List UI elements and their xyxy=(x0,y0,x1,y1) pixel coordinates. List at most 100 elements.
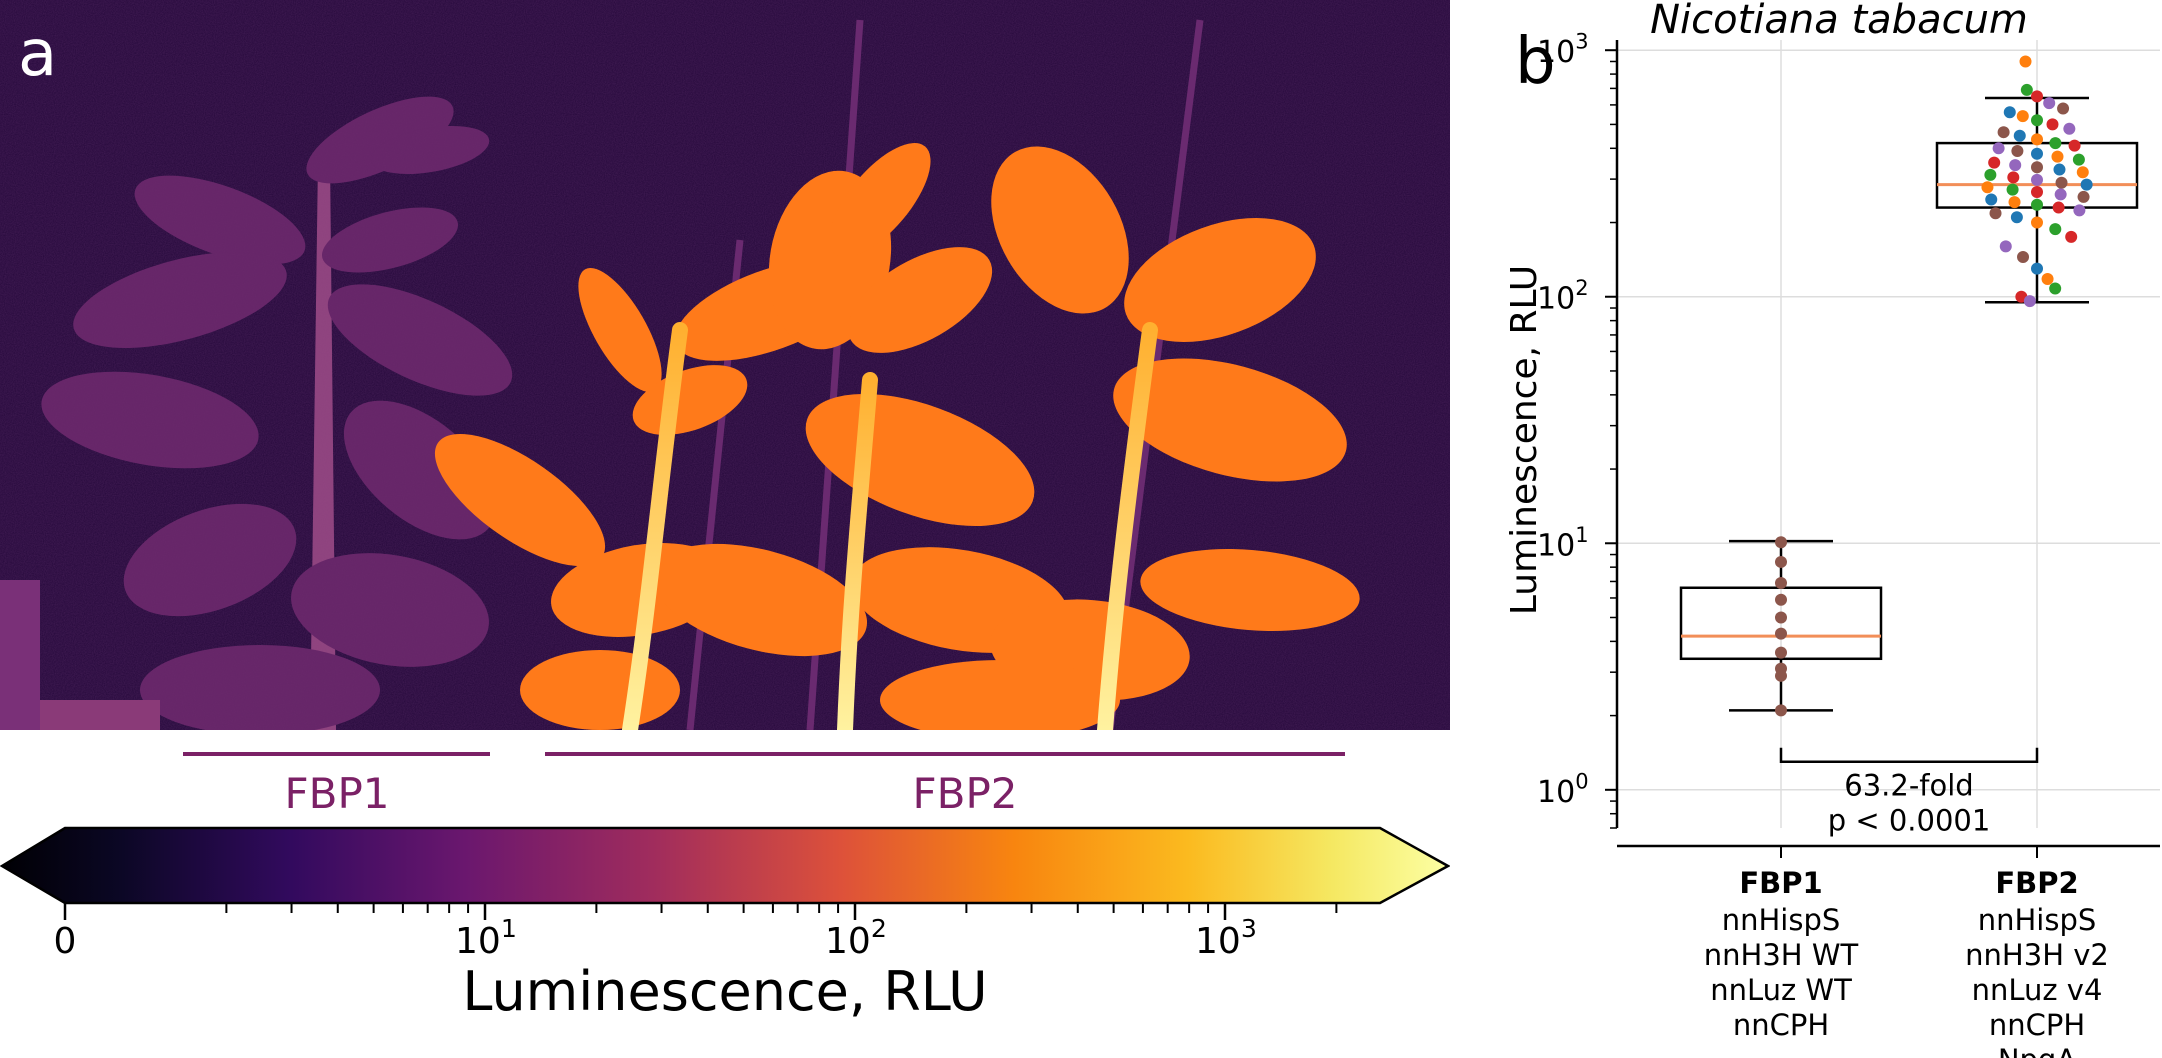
data-point xyxy=(1992,142,2005,155)
data-point xyxy=(2065,230,2078,243)
data-point xyxy=(2076,166,2089,179)
data-point xyxy=(1775,577,1787,590)
data-point xyxy=(2080,178,2093,191)
data-point xyxy=(2052,201,2065,214)
data-point xyxy=(2023,295,2036,308)
y-tick-label: 102 xyxy=(1537,276,1589,317)
construct-label: nnLuz v4 xyxy=(1972,973,2103,1007)
data-point xyxy=(2031,161,2043,174)
data-point xyxy=(2010,211,2023,224)
data-point xyxy=(2019,55,2032,68)
boxplot-chart: Nicotiana tabacum Luminescence, RLU 100 1… xyxy=(1504,0,2160,1058)
construct-label: NpgA xyxy=(1998,1043,2077,1058)
data-point xyxy=(2031,90,2043,103)
construct-label: nnHispS xyxy=(1722,903,1841,937)
data-point xyxy=(1985,193,1998,206)
colorbar-ticks: 0 101 102 103 xyxy=(54,903,1338,962)
colorbar xyxy=(0,826,1450,905)
data-point xyxy=(2008,196,2021,209)
data-point xyxy=(2017,250,2030,263)
data-point xyxy=(1775,555,1787,568)
data-point xyxy=(1997,126,2010,139)
significance-bracket xyxy=(1779,747,2039,763)
construct-label: nnLuz WT xyxy=(1710,973,1852,1007)
data-point xyxy=(2049,282,2062,295)
data-point xyxy=(2049,223,2062,236)
data-point xyxy=(2041,273,2054,286)
y-tick-label: 103 xyxy=(1537,30,1589,71)
data-point xyxy=(2077,190,2090,203)
fold-change-annotation: 63.2-fold xyxy=(1844,769,1973,803)
construct-label: nnCPH xyxy=(1733,1008,1829,1042)
data-point xyxy=(1775,627,1787,640)
colorbar-tick-label: 101 xyxy=(455,914,517,962)
construct-label: nnH3H v2 xyxy=(1965,938,2109,972)
colorbar-tick-label: 0 xyxy=(54,921,77,962)
data-point xyxy=(2007,171,2020,184)
construct-label: nnCPH xyxy=(1989,1008,2085,1042)
data-point xyxy=(2063,122,2076,135)
data-point xyxy=(1775,611,1787,624)
panel-a: a FBP1 FBP2 xyxy=(0,0,1450,1023)
y-tick-label: 101 xyxy=(1537,523,1589,564)
data-point xyxy=(1775,669,1787,682)
fbp1-group-label: FBP1 xyxy=(284,769,389,818)
data-point xyxy=(1981,181,1994,194)
data-point xyxy=(2031,133,2043,146)
data-point xyxy=(2031,185,2043,198)
data-point xyxy=(1775,646,1787,659)
data-point xyxy=(2031,216,2043,229)
data-point xyxy=(2057,102,2070,115)
data-point xyxy=(2073,204,2086,217)
data-point xyxy=(1999,240,2012,253)
panel-b-letter: b xyxy=(1515,25,1556,99)
p-value-annotation: p < 0.0001 xyxy=(1828,804,1991,838)
data-point xyxy=(2031,198,2043,211)
data-point xyxy=(1988,156,2001,169)
y-axis-label: Luminescence, RLU xyxy=(1504,265,1545,615)
panel-b: b Nicotiana tabacum Luminescence, RLU 10… xyxy=(1450,0,2162,1058)
data-point xyxy=(2053,163,2066,176)
data-point xyxy=(2031,262,2043,275)
colorbar-area: FBP1 FBP2 0 101 102 103 Luminescence, RLU xyxy=(0,752,1450,1023)
data-point xyxy=(2049,137,2062,150)
data-point xyxy=(2068,139,2081,152)
data-point xyxy=(2003,106,2016,119)
data-point xyxy=(2006,183,2019,196)
data-point xyxy=(1989,207,2002,220)
data-point xyxy=(1775,704,1787,717)
chart-title: Nicotiana tabacum xyxy=(1650,0,2028,43)
plant-luminescence-photo xyxy=(0,0,1450,730)
data-point xyxy=(2016,110,2029,123)
data-point xyxy=(2009,159,2022,172)
colorbar-tick-label: 102 xyxy=(825,914,887,962)
panel-a-letter: a xyxy=(18,17,58,91)
construct-label: nnHispS xyxy=(1978,903,2097,937)
fbp2-group-label: FBP2 xyxy=(912,769,1017,818)
colorbar-tick-label: 103 xyxy=(1195,914,1257,962)
data-point xyxy=(2054,188,2067,201)
data-point xyxy=(2072,153,2085,166)
data-point xyxy=(2020,83,2033,96)
data-point xyxy=(2031,147,2043,160)
data-point xyxy=(2031,114,2043,127)
construct-label: nnH3H WT xyxy=(1704,938,1859,972)
data-point xyxy=(2013,129,2026,142)
data-point xyxy=(2051,150,2064,163)
category-label: FBP1 xyxy=(1739,866,1822,900)
data-point xyxy=(2031,173,2043,186)
category-label: FBP2 xyxy=(1995,866,2078,900)
data-point xyxy=(2011,145,2024,158)
data-point xyxy=(1775,536,1787,549)
data-point xyxy=(2046,118,2059,131)
data-point xyxy=(2043,97,2056,110)
fbp1-plant xyxy=(41,96,513,730)
fbp2-plants xyxy=(434,143,1360,730)
colorbar-label: Luminescence, RLU xyxy=(462,960,987,1023)
data-point xyxy=(1984,168,1997,181)
y-tick-label: 100 xyxy=(1537,769,1589,810)
data-point xyxy=(1775,593,1787,606)
data-point xyxy=(2055,176,2068,189)
